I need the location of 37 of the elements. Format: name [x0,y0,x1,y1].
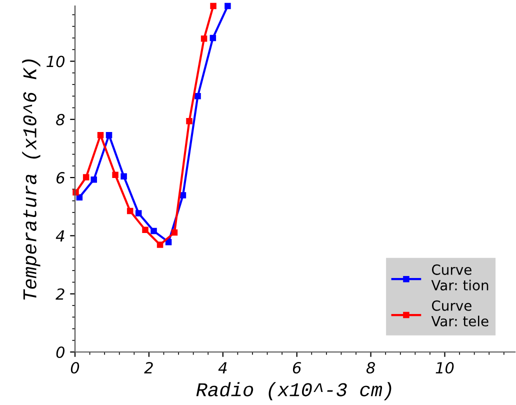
x-tick-label: 6 [292,362,302,374]
y-tick-label: 8 [56,114,65,126]
point [200,35,208,42]
x-tick-label: 4 [218,362,227,374]
point [180,192,186,198]
point [97,132,104,138]
point [156,242,164,248]
point [194,93,201,100]
point [82,174,90,180]
point [76,194,83,200]
x-tick-label: 8 [366,362,375,374]
point [90,176,97,183]
y-tick-label: 10 [46,56,65,68]
y-axis-title: Temperatura (x10^6 K) [22,59,40,300]
point [72,189,79,196]
point [210,2,216,10]
point [112,172,118,178]
point [150,228,157,234]
x-tick-label: 0 [70,362,80,374]
y-tick-label: 0 [56,346,65,358]
point [224,2,231,10]
point [171,229,178,236]
legend-label: Curve Var: tion [431,264,488,290]
point [106,132,112,138]
point [120,173,127,180]
point [135,210,142,216]
x-tick-label: 10 [436,362,454,374]
point [126,208,134,214]
y-tick-label: 2 [56,288,64,300]
point [210,34,216,42]
point [142,226,148,234]
point [186,118,192,124]
x-axis-title: Radio (x10^-3 cm) [196,382,392,400]
y-tick-label: 6 [56,172,65,184]
x-tick-label: 2 [144,362,153,374]
y-tick-label: 4 [56,230,64,242]
legend-label: Curve Var: tele [431,300,488,326]
